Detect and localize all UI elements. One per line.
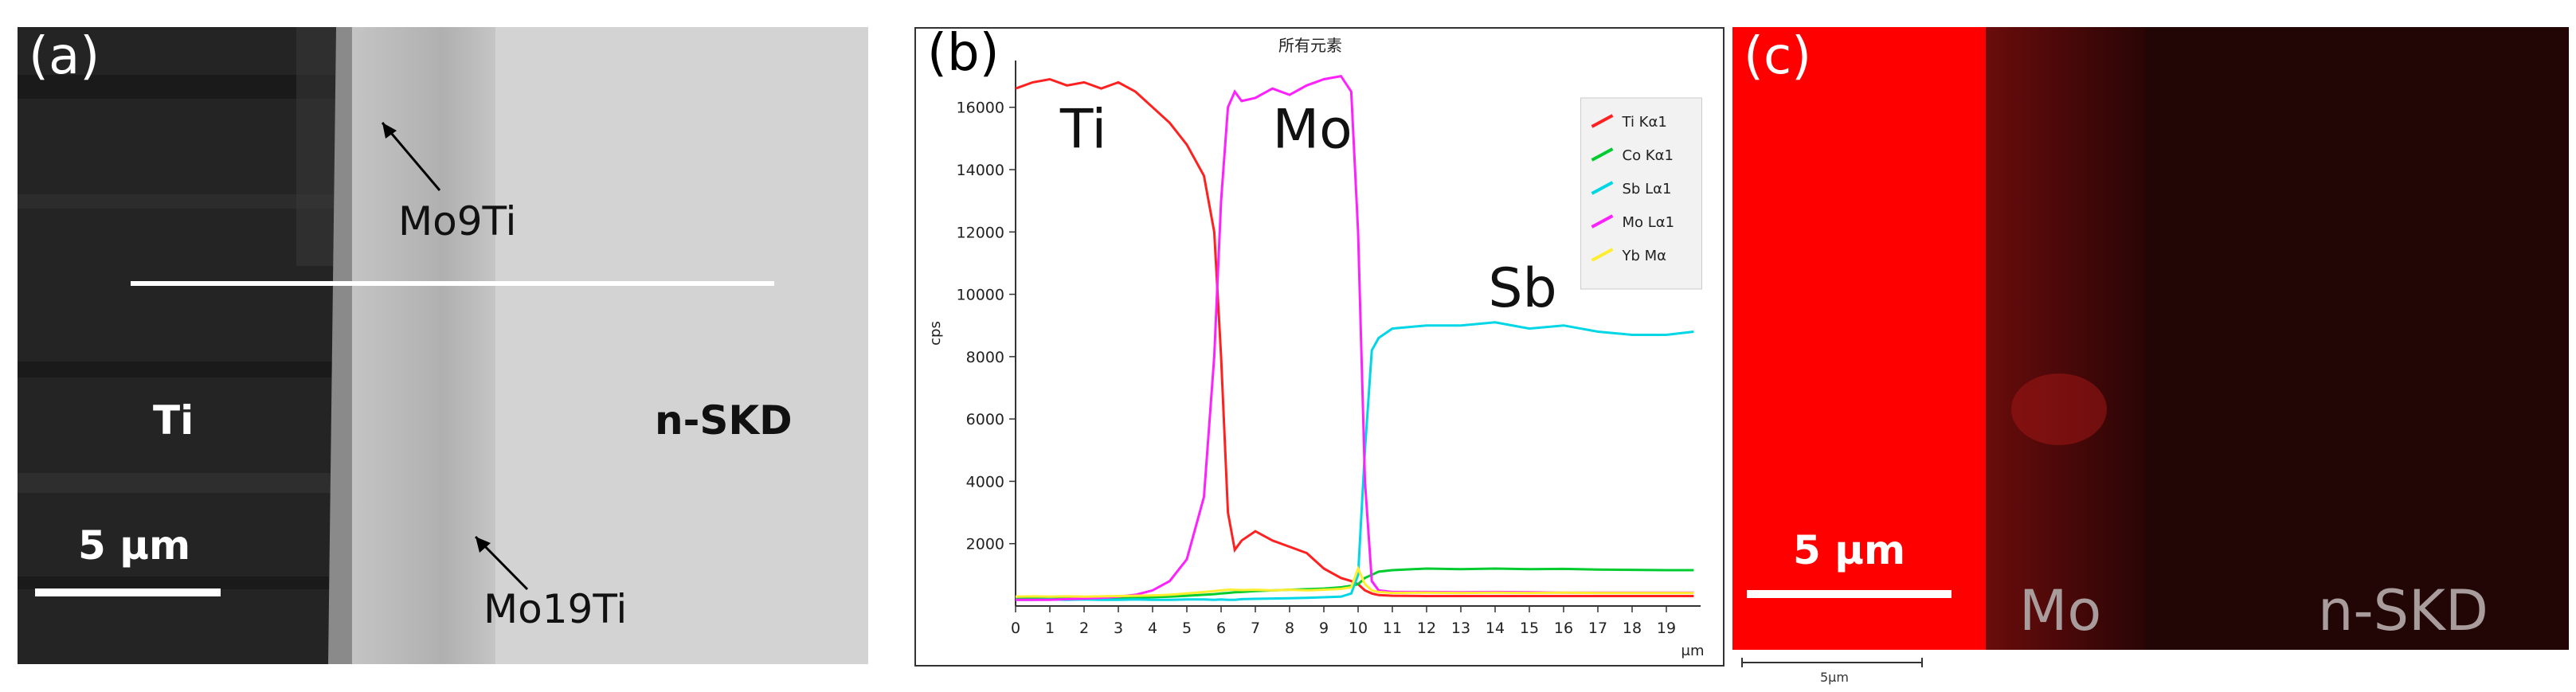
element-annotation-sb: Sb: [1488, 257, 1556, 320]
region-label-nskd-c: n-SKD: [2318, 578, 2488, 643]
y-tick-label: 14000: [957, 162, 1004, 179]
panel-a-sem-image: (a) Mo9Ti Mo19Ti Ti n-SKD 5 μm: [18, 27, 868, 664]
legend-swatch-4: [1591, 248, 1614, 262]
legend-swatch-2: [1591, 181, 1614, 195]
scale-bar-label-c: 5 μm: [1793, 527, 1906, 573]
y-axis-label: cps: [927, 321, 944, 346]
x-tick-label: 12: [1417, 620, 1436, 637]
panel-label-b: (b): [927, 24, 1000, 83]
region-label-nskd: n-SKD: [655, 397, 793, 444]
legend-swatch-3: [1591, 214, 1614, 229]
y-tick-label: 16000: [957, 100, 1004, 117]
x-tick-label: 5: [1182, 620, 1192, 637]
x-tick-label: 16: [1554, 620, 1573, 637]
series-line-4: [1015, 565, 1694, 598]
element-annotation-ti: Ti: [1059, 99, 1106, 162]
x-axis-label: μm: [1681, 643, 1705, 659]
interface-region: [352, 27, 503, 664]
skd-region: [495, 27, 868, 664]
x-tick-label: 10: [1349, 620, 1368, 637]
mo-region-map: [1986, 27, 2145, 650]
legend-label-2: Sb Lα1: [1623, 181, 1672, 197]
legend-label-3: Mo Lα1: [1623, 214, 1675, 231]
x-tick-label: 4: [1148, 620, 1157, 637]
x-tick-label: 18: [1623, 620, 1642, 637]
region-label-ti: Ti: [153, 397, 194, 444]
legend-label-4: Yb Mα: [1622, 248, 1667, 264]
x-tick-label: 7: [1251, 620, 1260, 637]
small-scale-bar: 5μm: [1741, 658, 1923, 685]
x-tick-label: 13: [1451, 620, 1470, 637]
legend-swatch-0: [1591, 114, 1614, 128]
scale-bar-label: 5 μm: [78, 522, 191, 569]
series-line-0: [1015, 77, 1694, 597]
chart-title: 所有元素: [1278, 36, 1342, 55]
panel-label-a: (a): [29, 27, 100, 86]
y-tick-label: 4000: [966, 473, 1004, 491]
x-tick-label: 6: [1216, 620, 1226, 637]
sem-background: [18, 27, 868, 664]
x-tick-label: 2: [1079, 620, 1089, 637]
y-tick-label: 12000: [957, 224, 1004, 241]
element-annotation-mo: Mo: [1273, 99, 1353, 162]
legend-label-1: Co Kα1: [1623, 147, 1674, 164]
annotation-mo9ti: Mo9Ti: [398, 198, 517, 244]
eds-map-background: [1732, 27, 2569, 650]
x-tick-label: 0: [1011, 620, 1020, 637]
region-label-mo: Mo: [2019, 578, 2102, 643]
skd-region-map: [2145, 27, 2569, 650]
x-tick-label: 15: [1520, 620, 1539, 637]
panel-label-c: (c): [1744, 27, 1812, 86]
legend-swatch-1: [1591, 147, 1614, 162]
series-line-2: [1016, 321, 1694, 601]
y-tick-label: 2000: [966, 536, 1004, 553]
y-tick-label: 8000: [966, 349, 1004, 366]
panel-c-eds-map: (c) 5 μm Mo n-SKD: [1732, 27, 2569, 650]
x-tick-label: 14: [1486, 620, 1505, 637]
x-tick-label: 17: [1588, 620, 1607, 637]
x-tick-label: 9: [1319, 620, 1329, 637]
y-tick-label: 6000: [966, 411, 1004, 428]
x-tick-label: 1: [1045, 620, 1055, 637]
x-tick-label: 11: [1383, 620, 1402, 637]
x-tick-label: 19: [1657, 620, 1676, 637]
panel-b-line-scan: (b) 所有元素 0 1 2 3 4 5 6 7 8 9 10 11 12 13 14 15 16 17 18 19 20…: [914, 24, 1725, 667]
small-scale-bar-label: 5μm: [1820, 670, 1849, 685]
x-tick-label: 8: [1285, 620, 1294, 637]
ti-region-map: [1732, 27, 1986, 650]
x-tick-label: 3: [1114, 620, 1123, 637]
y-tick-label: 10000: [957, 287, 1004, 304]
legend-label-0: Ti Kα1: [1622, 114, 1667, 131]
annotation-mo19ti: Mo19Ti: [483, 586, 628, 632]
